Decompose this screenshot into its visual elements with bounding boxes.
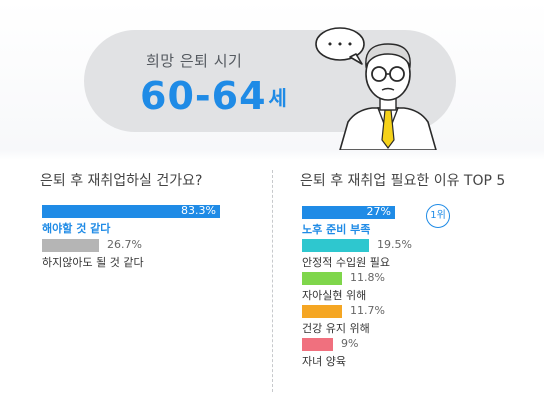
age-unit: 세 <box>268 86 288 110</box>
bar <box>302 206 395 219</box>
bar-value-label: 9% <box>341 337 359 350</box>
bar <box>302 239 369 252</box>
elderly-man-illustration: • • • <box>315 27 437 150</box>
bar-value-label: 19.5% <box>377 238 412 251</box>
bar-value-label: 11.8% <box>350 271 385 284</box>
bar <box>42 205 220 218</box>
right-chart-title: 은퇴 후 재취업 필요한 이유 TOP 5 <box>300 173 506 189</box>
bar <box>42 239 99 252</box>
bar-value-label: 26.7% <box>107 238 142 251</box>
section-divider <box>272 170 273 392</box>
bar-value-label: 27% <box>366 205 391 218</box>
rank-badge: 1위 <box>426 204 450 228</box>
bar-category-label: 건강 유지 위해 <box>302 322 370 335</box>
speech-dots: • • • <box>327 38 353 51</box>
bar-category-label: 자녀 양육 <box>302 355 346 368</box>
bar <box>302 338 333 351</box>
left-chart-title: 은퇴 후 재취업하실 건가요? <box>40 173 203 189</box>
retirement-age-title: 희망 은퇴 시기 <box>146 52 243 70</box>
bar <box>302 272 342 285</box>
bar <box>302 305 342 318</box>
age-number: 60-64 <box>140 74 267 118</box>
speech-bubble-icon: • • • <box>315 27 365 65</box>
retirement-age-value: 60-64 세 <box>140 74 288 118</box>
bar-category-label: 해야할 것 같다 <box>42 222 111 235</box>
bar-category-label: 안정적 수입원 필요 <box>302 256 390 269</box>
bar-category-label: 하지않아도 될 것 같다 <box>42 256 144 269</box>
bar-value-label: 83.3% <box>181 204 216 217</box>
bar-category-label: 자아실현 위해 <box>302 289 367 302</box>
bar-value-label: 11.7% <box>350 304 385 317</box>
bar-category-label: 노후 준비 부족 <box>302 223 371 236</box>
